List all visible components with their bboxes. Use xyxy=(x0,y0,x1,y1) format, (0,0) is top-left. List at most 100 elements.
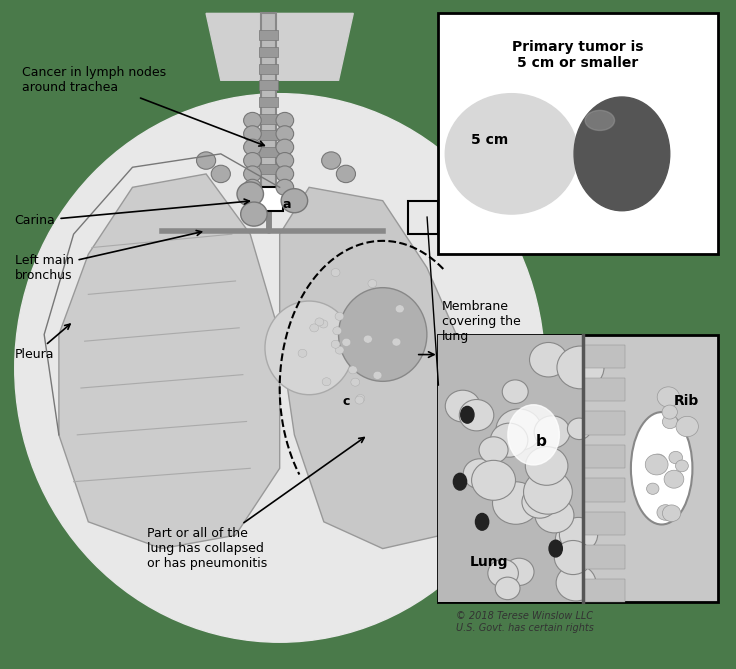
Circle shape xyxy=(348,366,357,374)
Circle shape xyxy=(276,153,294,169)
Bar xyxy=(408,201,438,234)
Circle shape xyxy=(651,454,666,468)
Circle shape xyxy=(276,139,294,155)
Circle shape xyxy=(557,346,604,389)
Circle shape xyxy=(669,452,682,464)
Circle shape xyxy=(445,94,578,214)
Circle shape xyxy=(646,483,659,494)
Circle shape xyxy=(534,415,570,448)
Circle shape xyxy=(364,335,372,343)
Polygon shape xyxy=(59,174,280,549)
Ellipse shape xyxy=(585,110,615,130)
Text: a: a xyxy=(283,197,291,211)
Bar xyxy=(259,30,278,40)
Circle shape xyxy=(276,166,294,182)
Circle shape xyxy=(496,409,542,450)
FancyBboxPatch shape xyxy=(438,334,584,602)
Ellipse shape xyxy=(453,474,467,490)
Circle shape xyxy=(322,152,341,169)
Circle shape xyxy=(244,179,261,195)
FancyBboxPatch shape xyxy=(584,545,626,569)
Text: Pleura: Pleura xyxy=(15,324,70,361)
Circle shape xyxy=(492,482,539,524)
FancyBboxPatch shape xyxy=(438,334,718,602)
Ellipse shape xyxy=(574,97,670,211)
Circle shape xyxy=(342,339,351,347)
Circle shape xyxy=(504,558,534,585)
Circle shape xyxy=(335,312,344,320)
Circle shape xyxy=(319,320,328,328)
Text: Cancer in lymph nodes
around trachea: Cancer in lymph nodes around trachea xyxy=(22,66,264,146)
Circle shape xyxy=(662,405,677,419)
Circle shape xyxy=(395,305,404,313)
Bar xyxy=(259,64,278,74)
Circle shape xyxy=(368,280,377,288)
Ellipse shape xyxy=(475,514,489,530)
Circle shape xyxy=(333,326,342,334)
Circle shape xyxy=(373,371,382,379)
Circle shape xyxy=(556,522,591,555)
Circle shape xyxy=(276,126,294,142)
FancyBboxPatch shape xyxy=(584,478,626,502)
Bar xyxy=(254,187,283,211)
Circle shape xyxy=(479,437,508,463)
Circle shape xyxy=(502,380,528,403)
Circle shape xyxy=(490,423,528,457)
Circle shape xyxy=(197,152,216,169)
Polygon shape xyxy=(280,187,471,549)
Text: Primary tumor is
5 cm or smaller: Primary tumor is 5 cm or smaller xyxy=(512,40,643,70)
Circle shape xyxy=(276,112,294,128)
Circle shape xyxy=(473,468,506,498)
FancyBboxPatch shape xyxy=(584,378,626,401)
Bar xyxy=(259,47,278,57)
Circle shape xyxy=(657,387,679,407)
Circle shape xyxy=(662,505,681,522)
Text: © 2018 Terese Winslow LLC
U.S. Govt. has certain rights: © 2018 Terese Winslow LLC U.S. Govt. has… xyxy=(456,611,594,633)
Circle shape xyxy=(556,565,596,601)
Text: Membrane
covering the
lung: Membrane covering the lung xyxy=(442,300,520,343)
Polygon shape xyxy=(261,13,276,187)
Circle shape xyxy=(459,399,494,431)
Circle shape xyxy=(281,189,308,213)
Bar xyxy=(259,164,278,174)
Circle shape xyxy=(315,318,324,326)
Circle shape xyxy=(445,390,481,422)
Text: b: b xyxy=(536,434,546,449)
Circle shape xyxy=(559,517,598,552)
Text: Part or all of the
lung has collapsed
or has pneumonitis: Part or all of the lung has collapsed or… xyxy=(147,438,364,570)
Text: Carina: Carina xyxy=(15,199,250,227)
Circle shape xyxy=(522,486,558,518)
Circle shape xyxy=(676,416,698,437)
Text: Lung: Lung xyxy=(470,555,509,569)
Bar xyxy=(259,147,278,157)
Ellipse shape xyxy=(461,407,474,423)
Circle shape xyxy=(244,139,261,155)
Circle shape xyxy=(310,324,319,332)
Bar xyxy=(259,130,278,140)
Circle shape xyxy=(322,378,331,386)
Text: Left main
bronchus: Left main bronchus xyxy=(15,231,202,282)
FancyBboxPatch shape xyxy=(438,13,718,254)
FancyBboxPatch shape xyxy=(584,445,626,468)
Circle shape xyxy=(392,338,401,346)
Circle shape xyxy=(463,459,496,489)
FancyBboxPatch shape xyxy=(584,345,626,368)
Circle shape xyxy=(331,268,340,276)
Circle shape xyxy=(351,378,360,386)
Ellipse shape xyxy=(549,541,562,557)
Circle shape xyxy=(244,112,261,128)
Circle shape xyxy=(657,504,674,520)
Circle shape xyxy=(237,182,263,206)
Circle shape xyxy=(488,559,518,587)
Bar xyxy=(259,114,278,124)
Text: 5 cm: 5 cm xyxy=(471,134,508,147)
Circle shape xyxy=(211,165,230,183)
Circle shape xyxy=(554,541,592,575)
Circle shape xyxy=(298,349,307,357)
Circle shape xyxy=(662,415,678,429)
Circle shape xyxy=(472,460,515,500)
Circle shape xyxy=(336,165,355,183)
Circle shape xyxy=(244,126,261,142)
Circle shape xyxy=(567,418,591,440)
Ellipse shape xyxy=(508,405,559,465)
